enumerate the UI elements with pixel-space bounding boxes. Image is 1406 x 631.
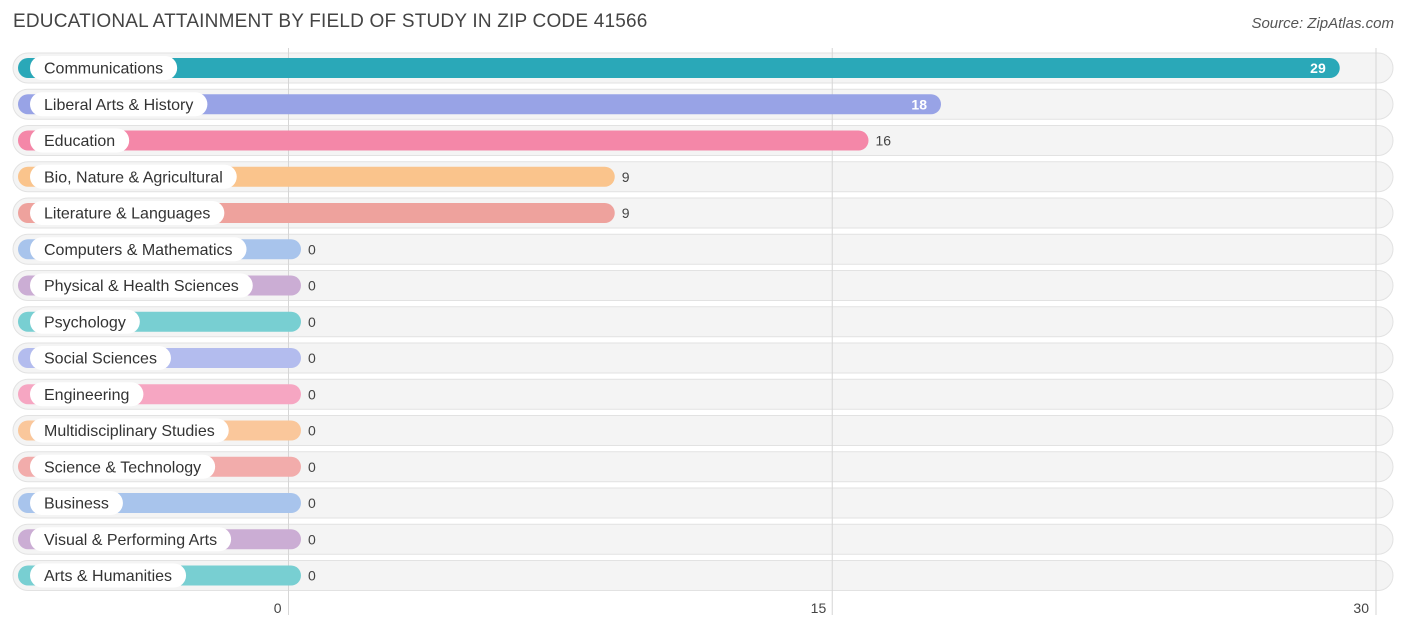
value-label: 9	[622, 205, 630, 221]
category-label: Science & Technology	[44, 459, 201, 476]
category-label: Business	[44, 496, 109, 513]
value-label: 18	[911, 96, 927, 112]
category-label-pill	[30, 563, 187, 588]
category-label: Bio, Nature & Agricultural	[44, 169, 223, 186]
value-label: 0	[308, 314, 316, 330]
category-label-pill	[30, 128, 130, 153]
chart-title: EDUCATIONAL ATTAINMENT BY FIELD OF STUDY…	[13, 11, 648, 32]
category-label: Arts & Humanities	[44, 568, 172, 585]
category-label: Communications	[44, 61, 163, 78]
value-label: 0	[308, 386, 316, 402]
row-background	[12, 306, 1394, 338]
category-label-pill	[30, 454, 216, 479]
row-background	[12, 451, 1394, 483]
value-label: 0	[308, 350, 316, 366]
row-background	[12, 270, 1394, 301]
row-background	[12, 233, 1394, 265]
value-label: 29	[1310, 60, 1326, 76]
category-label-pill	[30, 92, 208, 117]
category-label: Computers & Mathematics	[44, 242, 233, 259]
bar	[18, 130, 869, 151]
value-label: 0	[308, 278, 316, 294]
value-label: 0	[308, 423, 316, 439]
category-label-pill	[30, 309, 140, 334]
category-label: Multidisciplinary Studies	[44, 423, 215, 440]
row-background	[12, 487, 1394, 519]
category-label: Education	[44, 133, 115, 150]
category-label-pill	[30, 527, 232, 552]
value-label: 0	[308, 531, 316, 547]
row-background	[12, 560, 1394, 591]
x-tick-label: 15	[811, 600, 827, 616]
category-label: Engineering	[44, 387, 129, 404]
category-label: Social Sciences	[44, 351, 157, 368]
category-label: Physical & Health Sciences	[44, 278, 239, 295]
value-label: 9	[622, 169, 630, 185]
category-label-pill	[30, 237, 247, 262]
value-label: 0	[308, 568, 316, 584]
x-tick-label: 0	[274, 600, 282, 616]
category-label-pill	[30, 273, 253, 298]
category-label-pill	[30, 382, 144, 407]
category-label: Liberal Arts & History	[44, 97, 193, 114]
category-label-pill	[30, 491, 123, 515]
category-label-pill	[30, 346, 171, 370]
row-background	[12, 378, 1394, 410]
category-label-pill	[30, 201, 225, 225]
category-label-pill	[30, 164, 237, 189]
x-axis-ticks: 0 15 30	[274, 600, 1370, 616]
row-background	[12, 523, 1394, 555]
value-label: 16	[876, 133, 892, 149]
category-label: Psychology	[44, 314, 126, 331]
value-label: 0	[308, 241, 316, 257]
bar	[18, 58, 1340, 78]
chart-source: Source: ZipAtlas.com	[1251, 15, 1394, 32]
category-label: Literature & Languages	[44, 206, 210, 223]
bars: Communications 29 Liberal Arts & History 18…	[18, 56, 1340, 588]
category-label-pill	[30, 418, 229, 443]
category-label-pill	[30, 56, 178, 80]
value-label: 0	[308, 459, 316, 475]
x-tick-label: 30	[1353, 600, 1369, 616]
row-background	[12, 342, 1394, 374]
value-label: 0	[308, 495, 316, 511]
row-background	[12, 415, 1394, 446]
category-label: Visual & Performing Arts	[44, 532, 217, 549]
bar	[18, 94, 941, 115]
